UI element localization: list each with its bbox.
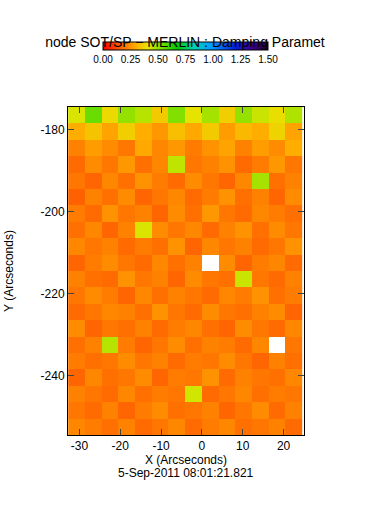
svg-text:-240: -240	[41, 369, 65, 383]
svg-text:-20: -20	[112, 439, 130, 453]
svg-text:0.75: 0.75	[176, 54, 196, 65]
svg-text:X (Arcseconds): X (Arcseconds)	[145, 453, 227, 467]
svg-text:1.00: 1.00	[203, 54, 223, 65]
svg-text:-10: -10	[152, 439, 170, 453]
svg-text:1.50: 1.50	[258, 54, 278, 65]
svg-text:-180: -180	[41, 123, 65, 137]
svg-text:20: 20	[277, 439, 291, 453]
svg-text:0: 0	[199, 439, 206, 453]
svg-text:1.25: 1.25	[231, 54, 251, 65]
svg-text:node SOT/SP − MERLIN : Damping: node SOT/SP − MERLIN : Damping Paramet	[45, 34, 325, 50]
svg-text:5-Sep-2011 08:01:21.821: 5-Sep-2011 08:01:21.821	[118, 466, 254, 480]
svg-text:0.50: 0.50	[148, 54, 168, 65]
svg-text:Y (Arcseconds): Y (Arcseconds)	[2, 230, 16, 312]
svg-text:-200: -200	[41, 205, 65, 219]
svg-text:-30: -30	[71, 439, 89, 453]
svg-text:10: 10	[236, 439, 250, 453]
svg-text:-220: -220	[41, 287, 65, 301]
svg-text:0.00: 0.00	[93, 54, 113, 65]
svg-text:0.25: 0.25	[121, 54, 141, 65]
